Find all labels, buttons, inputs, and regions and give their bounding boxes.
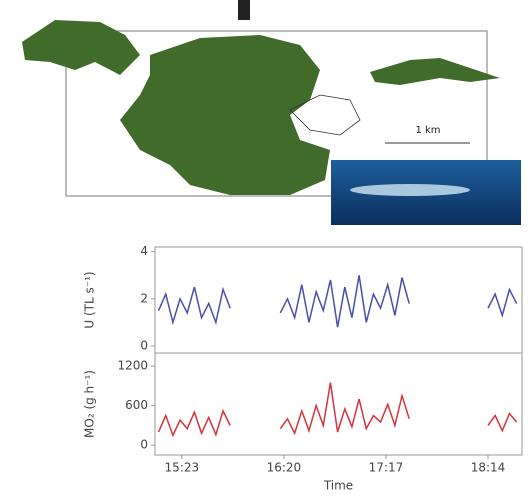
- map-frame: [65, 30, 488, 197]
- fish: [350, 184, 470, 196]
- x-tick-label: 17:17: [369, 461, 404, 475]
- series-line: [157, 286, 231, 326]
- x-axis-label: Time: [323, 479, 353, 493]
- series-line: [487, 287, 518, 318]
- scale-label: 1 km: [415, 125, 440, 136]
- marker: [238, 0, 250, 20]
- y-tick-label: 0: [140, 438, 148, 452]
- series-line: [279, 275, 410, 328]
- y-tick-label: 4: [140, 244, 148, 258]
- y-tick-label: 600: [125, 398, 148, 412]
- island: [370, 58, 500, 85]
- island: [120, 35, 330, 195]
- x-tick-label: 15:23: [165, 461, 200, 475]
- island: [22, 20, 140, 75]
- series-line: [157, 408, 231, 438]
- y-axis-label: MO₂ (g h⁻¹): [83, 370, 97, 438]
- plot-frame: [154, 352, 523, 456]
- y-axis-label: U (TL s⁻¹): [83, 271, 97, 328]
- x-tick-label: 18:14: [471, 461, 506, 475]
- y-tick-label: 0: [140, 338, 148, 352]
- y-tick-label: 2: [140, 291, 148, 305]
- charts: 0 2 4 U (TL s⁻¹) 0 600 1200 MO₂ (g h⁻¹) 15:23 16:…: [83, 244, 523, 493]
- series-line: [279, 382, 410, 436]
- track: [289, 94, 361, 136]
- y-tick-label: 1200: [117, 359, 148, 373]
- x-tick-label: 16:20: [267, 461, 302, 475]
- series-line: [487, 412, 518, 433]
